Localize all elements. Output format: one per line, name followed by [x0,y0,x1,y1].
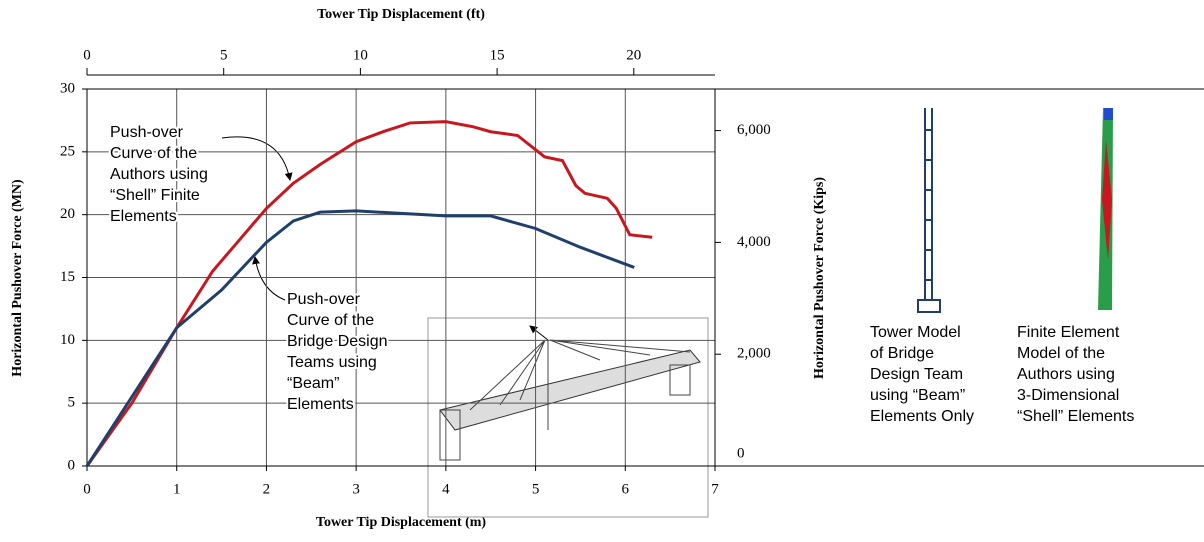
y2-tick-label: 4,000 [737,234,771,250]
x-tick-label: 0 [83,481,91,497]
y-tick-label: 0 [68,457,76,473]
tower-shell [1098,108,1113,310]
annotation: using “Beam” [870,387,965,404]
tower-beam [918,108,940,312]
x2-tick-label: 5 [220,47,228,63]
annotation: Push-over [110,124,184,141]
annotation: Authors using [1017,366,1115,383]
annotation: Finite Element [1017,324,1120,341]
annotation: Tower Model [870,324,961,341]
annotation: Design Team [870,366,963,383]
y2-tick-label: 2,000 [737,346,771,362]
x-tick-label: 1 [173,481,181,497]
annotation: “Shell” Elements [1017,408,1134,425]
annotation: “Beam” [287,375,339,392]
x-tick-label: 6 [622,481,630,497]
x2-tick-label: 20 [626,47,641,63]
x2-tick-label: 0 [83,47,91,63]
y-tick-label: 15 [60,269,75,285]
x2-tick-label: 15 [490,47,505,63]
y-tick-label: 20 [60,206,75,222]
y-tick-label: 25 [60,143,75,159]
annotation: Authors using [110,166,208,183]
arrow [255,257,285,300]
annotation: Teams using [287,354,377,371]
x-tick-label: 7 [711,481,719,497]
annotation: Curve of the [110,145,197,162]
chart: Tower Tip Displacement (ft) Tower Tip Di… [0,0,1204,537]
x2-tick-label: 10 [353,47,368,63]
annotation: Elements Only [870,408,974,425]
annotation: Model of the [1017,345,1105,362]
annotation: of Bridge [870,345,934,362]
arrow [222,137,290,180]
annotation: Curve of the [287,312,374,329]
y2-tick-label: 0 [737,445,745,461]
x-tick-label: 2 [263,481,271,497]
annotation: Elements [287,396,354,413]
x-tick-label: 5 [532,481,540,497]
annotation: Bridge Design [287,333,388,350]
annotation: Elements [110,208,177,225]
x2-title: Tower Tip Displacement (ft) [317,7,485,22]
bridge-inset [428,318,708,517]
annotation: 3-Dimensional [1017,387,1119,404]
annotation: Push-over [287,291,361,308]
x-tick-label: 3 [352,481,360,497]
y2-title: Horizontal Pushover Force (Kips) [812,177,827,379]
x-tick-label: 4 [442,481,450,497]
y-title: Horizontal Pushover Force (MN) [10,179,25,377]
y-tick-label: 30 [60,80,75,96]
y-tick-label: 10 [60,332,75,348]
annotation: “Shell” Finite [110,187,200,204]
y2-tick-label: 6,000 [737,122,771,138]
y-tick-label: 5 [68,395,76,411]
